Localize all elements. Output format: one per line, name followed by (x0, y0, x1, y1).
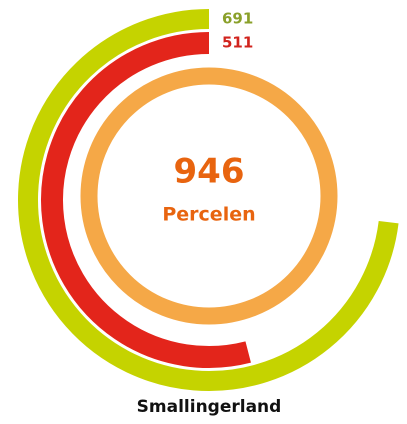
value-label: 511 (222, 34, 253, 52)
total-value: 946 (174, 152, 245, 192)
arc-bar (18, 9, 399, 391)
chart-title: Smallingerland (137, 397, 282, 417)
arc-bar (41, 32, 251, 368)
total-label: Percelen (162, 204, 255, 226)
total-ring (80, 67, 338, 325)
value-label: 691 (222, 10, 253, 28)
